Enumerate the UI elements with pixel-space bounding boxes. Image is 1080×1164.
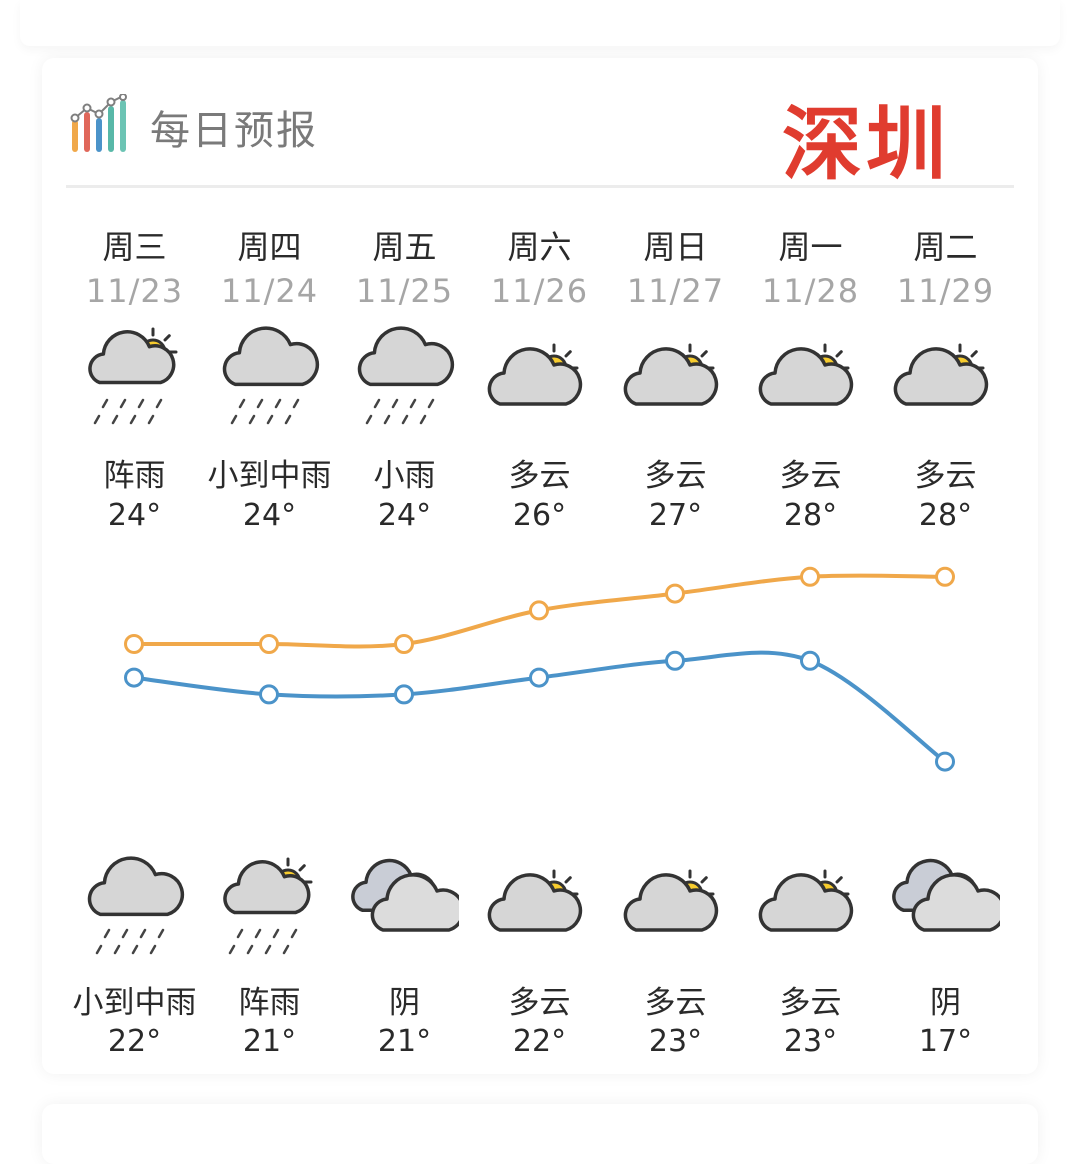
- low-temp-point: [394, 684, 414, 705]
- low-temp: 21°: [377, 1024, 432, 1059]
- city-name: 深圳: [782, 98, 950, 191]
- day-date: 11/28: [761, 272, 860, 310]
- overcast-icon: [351, 858, 459, 932]
- night-condition: 多云: [644, 985, 707, 1021]
- high-temp-point: [935, 566, 955, 587]
- day-date: 11/24: [220, 272, 319, 310]
- low-temp: 23°: [783, 1024, 838, 1059]
- high-temp-point: [259, 634, 279, 654]
- high-temp: 26°: [512, 498, 567, 533]
- day-weekday: 周三: [102, 228, 167, 266]
- day-weekday: 周日: [643, 228, 708, 266]
- night-condition: 小到中雨: [72, 985, 197, 1021]
- low-temp: 17°: [918, 1024, 973, 1059]
- low-temp-point: [259, 684, 279, 705]
- low-temp-point: [529, 667, 549, 688]
- partly-cloudy-icon: [487, 869, 583, 932]
- day-condition: 小雨: [373, 458, 436, 494]
- low-temp: 23°: [648, 1024, 703, 1059]
- partly-cloudy-icon: [758, 343, 854, 406]
- low-temp-point: [800, 650, 820, 671]
- low-temp: 22°: [107, 1024, 162, 1059]
- partly-cloudy-icon: [623, 343, 719, 406]
- partly-cloudy-rain-icon: [88, 327, 178, 425]
- low-temp: 21°: [242, 1024, 297, 1059]
- day-condition: 多云: [914, 458, 977, 494]
- day-weekday: 周二: [913, 228, 978, 266]
- high-temp-point: [394, 634, 414, 654]
- day-date: 11/27: [626, 272, 725, 310]
- partly-cloudy-icon: [623, 869, 719, 932]
- night-condition: 阴: [930, 985, 961, 1021]
- day-condition: 阵雨: [103, 458, 166, 494]
- low-temp: 22°: [512, 1024, 567, 1059]
- night-condition: 多云: [508, 985, 571, 1021]
- high-temp-point: [124, 634, 144, 654]
- forecast-title: 每日预报: [150, 108, 318, 154]
- high-temp: 24°: [377, 498, 432, 533]
- day-date: 11/23: [85, 272, 184, 310]
- low-temp-point: [935, 751, 955, 772]
- overcast-icon: [892, 858, 1000, 932]
- day-weekday: 周六: [507, 228, 572, 266]
- partly-cloudy-rain-icon: [223, 857, 313, 955]
- partly-cloudy-icon: [758, 869, 854, 932]
- high-temp-point: [529, 600, 549, 621]
- day-date: 11/25: [355, 272, 454, 310]
- high-temp-point: [665, 583, 685, 604]
- day-weekday: 周五: [372, 228, 437, 266]
- day-condition: 多云: [644, 458, 707, 494]
- day-date: 11/29: [896, 272, 995, 310]
- high-temp: 24°: [107, 498, 162, 533]
- day-date: 11/26: [490, 272, 589, 310]
- high-temp: 24°: [242, 498, 297, 533]
- header-divider: [66, 185, 1014, 188]
- previous-card-edge: [20, 0, 1060, 46]
- day-condition: 多云: [779, 458, 842, 494]
- day-condition: 小到中雨: [207, 458, 332, 494]
- night-condition: 阵雨: [238, 985, 301, 1021]
- day-weekday: 周一: [778, 228, 843, 266]
- cloud-rain-icon: [222, 326, 320, 425]
- night-condition: 阴: [389, 985, 420, 1021]
- partly-cloudy-icon: [893, 343, 989, 406]
- day-weekday: 周四: [237, 228, 302, 266]
- high-temp: 28°: [783, 498, 838, 533]
- partly-cloudy-icon: [487, 343, 583, 406]
- high-temp: 28°: [918, 498, 973, 533]
- cloud-rain-icon: [357, 326, 455, 425]
- cloud-rain-icon: [87, 856, 185, 955]
- night-condition: 多云: [779, 985, 842, 1021]
- low-temp-point: [124, 667, 144, 688]
- day-condition: 多云: [508, 458, 571, 494]
- bar-chart-icon: [70, 94, 127, 152]
- low-temp-point: [665, 650, 685, 671]
- high-temp: 27°: [648, 498, 703, 533]
- high-temp-point: [800, 566, 820, 587]
